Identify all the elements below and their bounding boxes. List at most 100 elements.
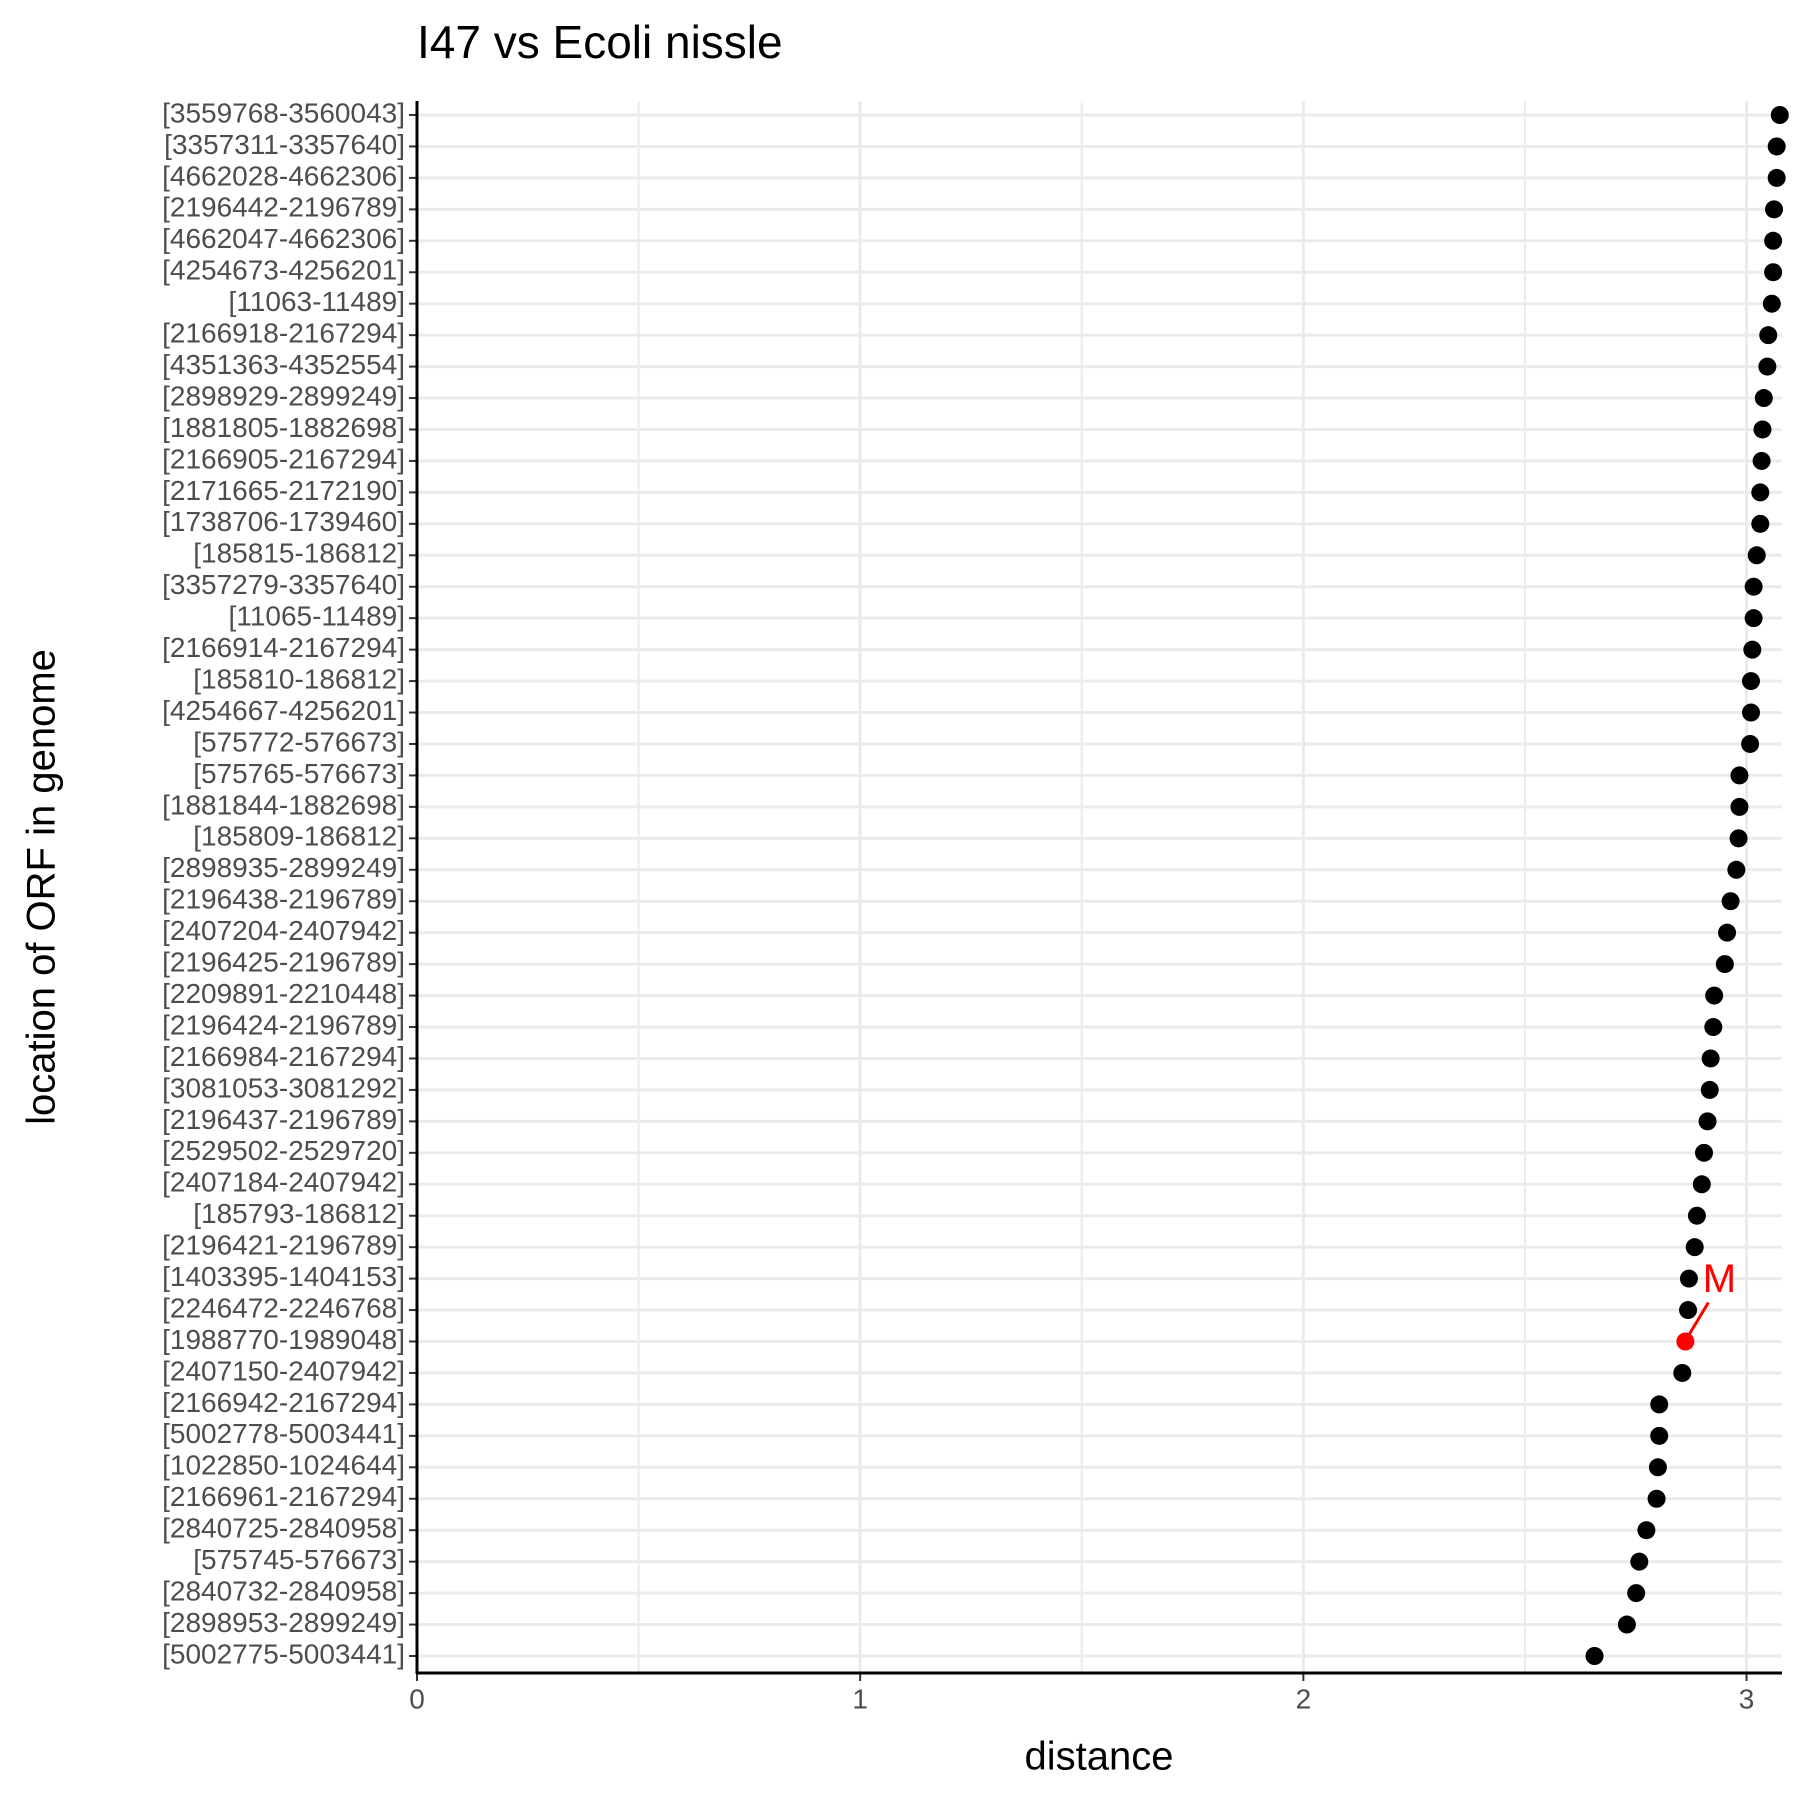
annotation-connector	[1686, 1301, 1710, 1339]
y-tick-label: [2898953-2899249]	[162, 1607, 405, 1638]
y-tick-label: [2196421-2196789]	[162, 1230, 405, 1261]
y-tick-label: [4662047-4662306]	[162, 223, 405, 254]
dot	[1730, 766, 1749, 785]
y-tick-label: [2166961-2167294]	[162, 1481, 405, 1512]
dot	[1767, 137, 1786, 156]
y-tick-label: [2529502-2529720]	[162, 1135, 405, 1166]
y-tick-label: [11063-11489]	[229, 286, 405, 317]
dot	[1647, 1489, 1666, 1508]
dot	[1759, 326, 1778, 345]
y-tick-label: [2166984-2167294]	[162, 1041, 405, 1072]
y-tick-label: [3081053-3081292]	[162, 1072, 405, 1103]
dot	[1698, 1112, 1717, 1131]
x-axis-title: distance	[1025, 1735, 1174, 1779]
dot	[1754, 389, 1773, 408]
y-tick-label: [3559768-3560043]	[162, 97, 405, 128]
dot	[1727, 860, 1746, 879]
dot	[1585, 1647, 1604, 1665]
y-tick-label: [2209891-2210448]	[162, 978, 405, 1009]
dot	[1650, 1426, 1669, 1445]
dot	[1650, 1395, 1669, 1414]
chart-title: I47 vs Ecoli nissle	[417, 16, 783, 68]
dot	[1764, 231, 1783, 250]
dot	[1695, 1143, 1713, 1162]
y-tick-label: [4254667-4256201]	[162, 695, 405, 726]
y-tick-label: [4351363-4352554]	[162, 349, 405, 380]
dot	[1770, 106, 1789, 124]
x-tick-label: 3	[1739, 1683, 1755, 1714]
y-tick-label: [1403395-1404153]	[162, 1261, 405, 1292]
y-tick-label: [2166914-2167294]	[162, 632, 405, 663]
dot	[1687, 1206, 1706, 1225]
dot	[1701, 1049, 1720, 1068]
y-tick-label: [575765-576673]	[193, 758, 405, 789]
y-tick-label: [2196442-2196789]	[162, 192, 405, 223]
y-tick-label: [3357311-3357640]	[164, 129, 405, 160]
dot	[1741, 672, 1760, 691]
y-tick-label: [2171665-2172190]	[162, 475, 405, 506]
y-tick-label: [2196424-2196789]	[162, 1009, 405, 1040]
y-tick-label: [2246472-2246768]	[162, 1292, 405, 1323]
dot	[1730, 797, 1749, 816]
dot	[1765, 200, 1784, 219]
y-tick-label: [1881844-1882698]	[162, 789, 405, 820]
y-tick-label: [2196437-2196789]	[162, 1104, 405, 1135]
y-tick-label: [185793-186812]	[193, 1198, 405, 1229]
y-tick-label: [1881805-1882698]	[162, 412, 405, 443]
dot	[1679, 1269, 1698, 1288]
y-tick-label: [2166918-2167294]	[162, 318, 405, 349]
dot	[1705, 986, 1724, 1005]
y-tick-label: [2898935-2899249]	[162, 852, 405, 883]
y-tick-label: [1988770-1989048]	[162, 1324, 405, 1355]
x-tick-label: 2	[1296, 1683, 1312, 1714]
dot	[1752, 451, 1771, 470]
y-tick-label: [4254673-4256201]	[162, 255, 405, 286]
dot	[1673, 1363, 1692, 1382]
y-tick-label: [11065-11489]	[229, 601, 405, 632]
dot	[1679, 1301, 1698, 1320]
dot	[1751, 514, 1770, 533]
y-tick-label: [2840732-2840958]	[162, 1575, 405, 1606]
dot	[1637, 1521, 1656, 1540]
dot	[1715, 955, 1734, 974]
dot	[1744, 609, 1763, 628]
dot	[1767, 168, 1786, 187]
dot	[1744, 577, 1763, 596]
y-tick-label: [2407184-2407942]	[162, 1167, 405, 1198]
dot	[1753, 420, 1772, 439]
dot	[1747, 546, 1766, 565]
dot	[1685, 1238, 1704, 1257]
y-tick-label: [2407204-2407942]	[162, 915, 405, 946]
y-tick-label: [3357279-3357640]	[162, 569, 405, 600]
y-tick-label: [5002778-5003441]	[162, 1418, 405, 1449]
x-tick-label: 0	[409, 1683, 425, 1714]
y-tick-label: [2196425-2196789]	[162, 947, 405, 978]
y-tick-label: [2166942-2167294]	[162, 1387, 405, 1418]
dot	[1692, 1175, 1711, 1194]
dot	[1741, 703, 1760, 722]
dot	[1751, 483, 1770, 502]
dot	[1718, 923, 1737, 942]
y-tick-label: [185810-186812]	[193, 663, 405, 694]
y-tick-label: [2407150-2407942]	[162, 1355, 405, 1386]
y-tick-label: [185809-186812]	[193, 821, 405, 852]
y-tick-label: [2840725-2840958]	[162, 1513, 405, 1544]
y-tick-label: [2196438-2196789]	[162, 884, 405, 915]
y-tick-label: [4662028-4662306]	[162, 160, 405, 191]
dot	[1630, 1552, 1649, 1571]
y-axis-title: location of ORF in genome	[20, 649, 64, 1125]
dot	[1617, 1615, 1636, 1634]
dot	[1741, 734, 1760, 753]
y-tick-label: [1022850-1024644]	[162, 1450, 405, 1481]
dot	[1729, 829, 1748, 848]
y-tick-label: [5002775-5003441]	[162, 1638, 405, 1669]
dot	[1676, 1332, 1695, 1351]
dot	[1762, 294, 1781, 313]
dot	[1700, 1080, 1719, 1099]
dot	[1721, 892, 1740, 911]
x-tick-label: 1	[852, 1683, 868, 1714]
dot	[1764, 263, 1783, 282]
dot	[1704, 1018, 1723, 1037]
